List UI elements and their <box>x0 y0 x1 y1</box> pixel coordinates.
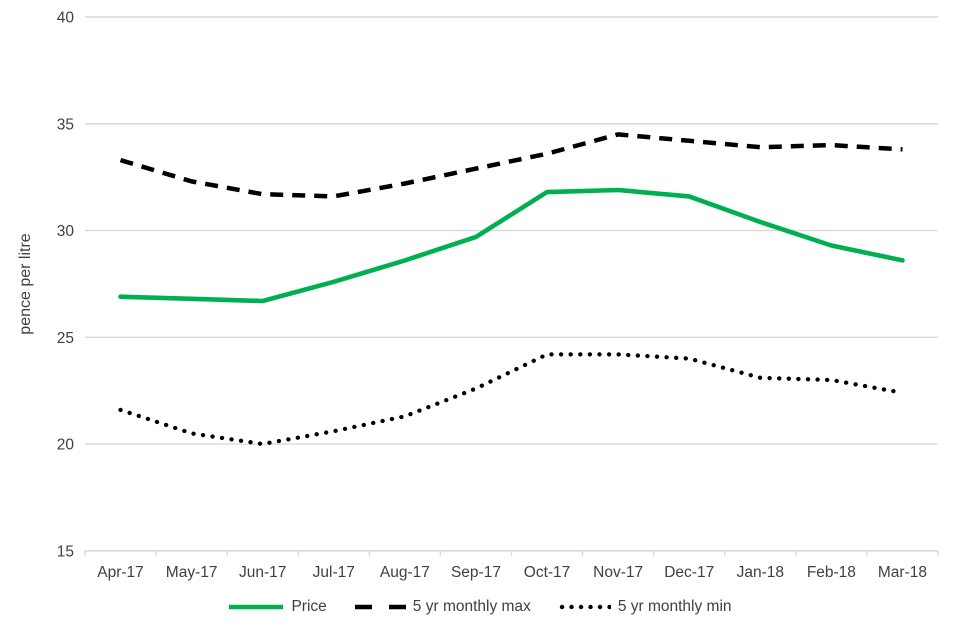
x-tick-label-Feb-18: Feb-18 <box>807 564 856 581</box>
x-tick-label-Jan-18: Jan-18 <box>737 564 784 581</box>
y-tick-label-20: 20 <box>57 437 75 454</box>
y-tick-label-40: 40 <box>57 10 75 27</box>
y-axis-title: pence per litre <box>17 233 34 334</box>
min-line <box>118 352 905 447</box>
x-tick-label-Dec-17: Dec-17 <box>664 564 714 581</box>
x-tick-label-Jun-17: Jun-17 <box>239 564 286 581</box>
min-line-swatch <box>559 604 611 610</box>
x-tick-label-Aug-17: Aug-17 <box>380 564 430 581</box>
y-tick-label-15: 15 <box>57 543 74 560</box>
legend-item-price: Price <box>228 598 327 616</box>
y-tick-label-35: 35 <box>57 116 74 133</box>
legend-item-max: 5 yr monthly max <box>354 598 531 616</box>
y-tick-label-30: 30 <box>57 223 75 240</box>
x-tick-label-Sep-17: Sep-17 <box>451 564 501 581</box>
max-line <box>119 132 903 199</box>
legend-label-min: 5 yr monthly min <box>617 598 732 615</box>
legend-item-min: 5 yr monthly min <box>559 598 732 616</box>
x-tick-label-Jul-17: Jul-17 <box>313 564 355 581</box>
legend-label-max: 5 yr monthly max <box>412 598 531 615</box>
price-line <box>118 187 905 304</box>
price-line-swatch <box>229 604 284 610</box>
max-line-swatch <box>354 604 406 610</box>
x-tick-label-Mar-18: Mar-18 <box>878 564 927 581</box>
legend-label-price: Price <box>291 598 327 615</box>
y-tick-label-25: 25 <box>57 330 74 347</box>
x-tick-label-Apr-17: Apr-17 <box>97 564 144 581</box>
chart-legend: Price 5 yr monthly max 5 yr monthly min <box>0 598 960 616</box>
x-tick-label-Nov-17: Nov-17 <box>593 564 643 581</box>
x-tick-label-Oct-17: Oct-17 <box>524 564 571 581</box>
x-tick-label-May-17: May-17 <box>166 564 218 581</box>
